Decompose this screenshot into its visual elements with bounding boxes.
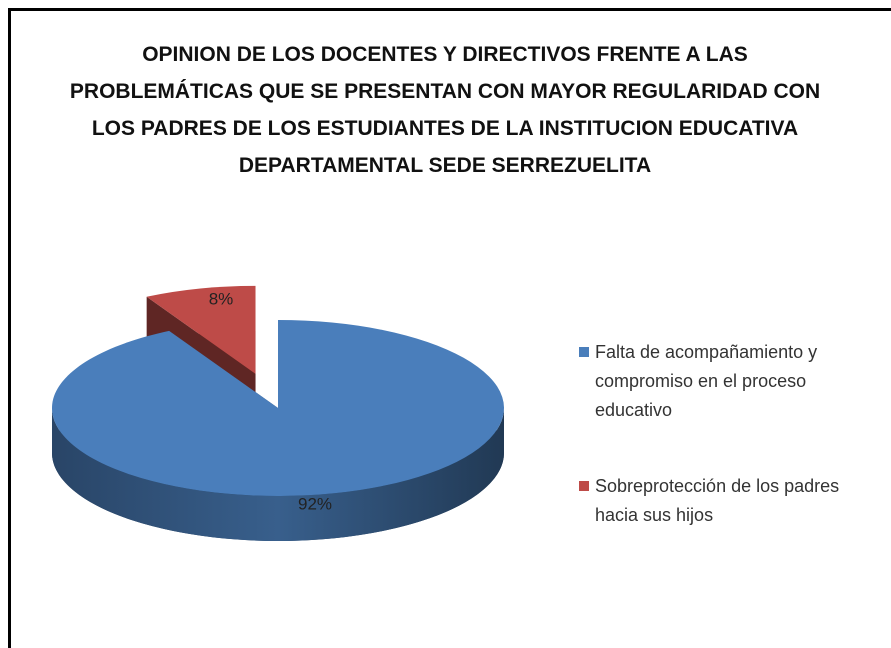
chart-title: OPINION DE LOS DOCENTES Y DIRECTIVOS FRE… [69,43,821,177]
legend-label: Sobreprotección de los padres hacia sus … [595,476,840,525]
legend-label: Falta de acompañamiento y compromiso en … [595,342,818,420]
legend-swatch [579,347,589,357]
data-label: 8% [209,289,234,308]
slice [146,285,256,374]
pie-chart: 92% 8% [51,285,504,541]
legend-item: Sobreprotección de los padres hacia sus … [579,472,885,530]
legend-swatch [579,481,589,491]
legend-item: Falta de acompañamiento y compromiso en … [579,338,885,425]
slice [51,320,504,496]
page: OPINION DE LOS DOCENTES Y DIRECTIVOS FRE… [8,8,891,648]
chart-frame [8,8,891,648]
data-label: 92% [298,494,332,513]
slice-wall [52,408,504,541]
